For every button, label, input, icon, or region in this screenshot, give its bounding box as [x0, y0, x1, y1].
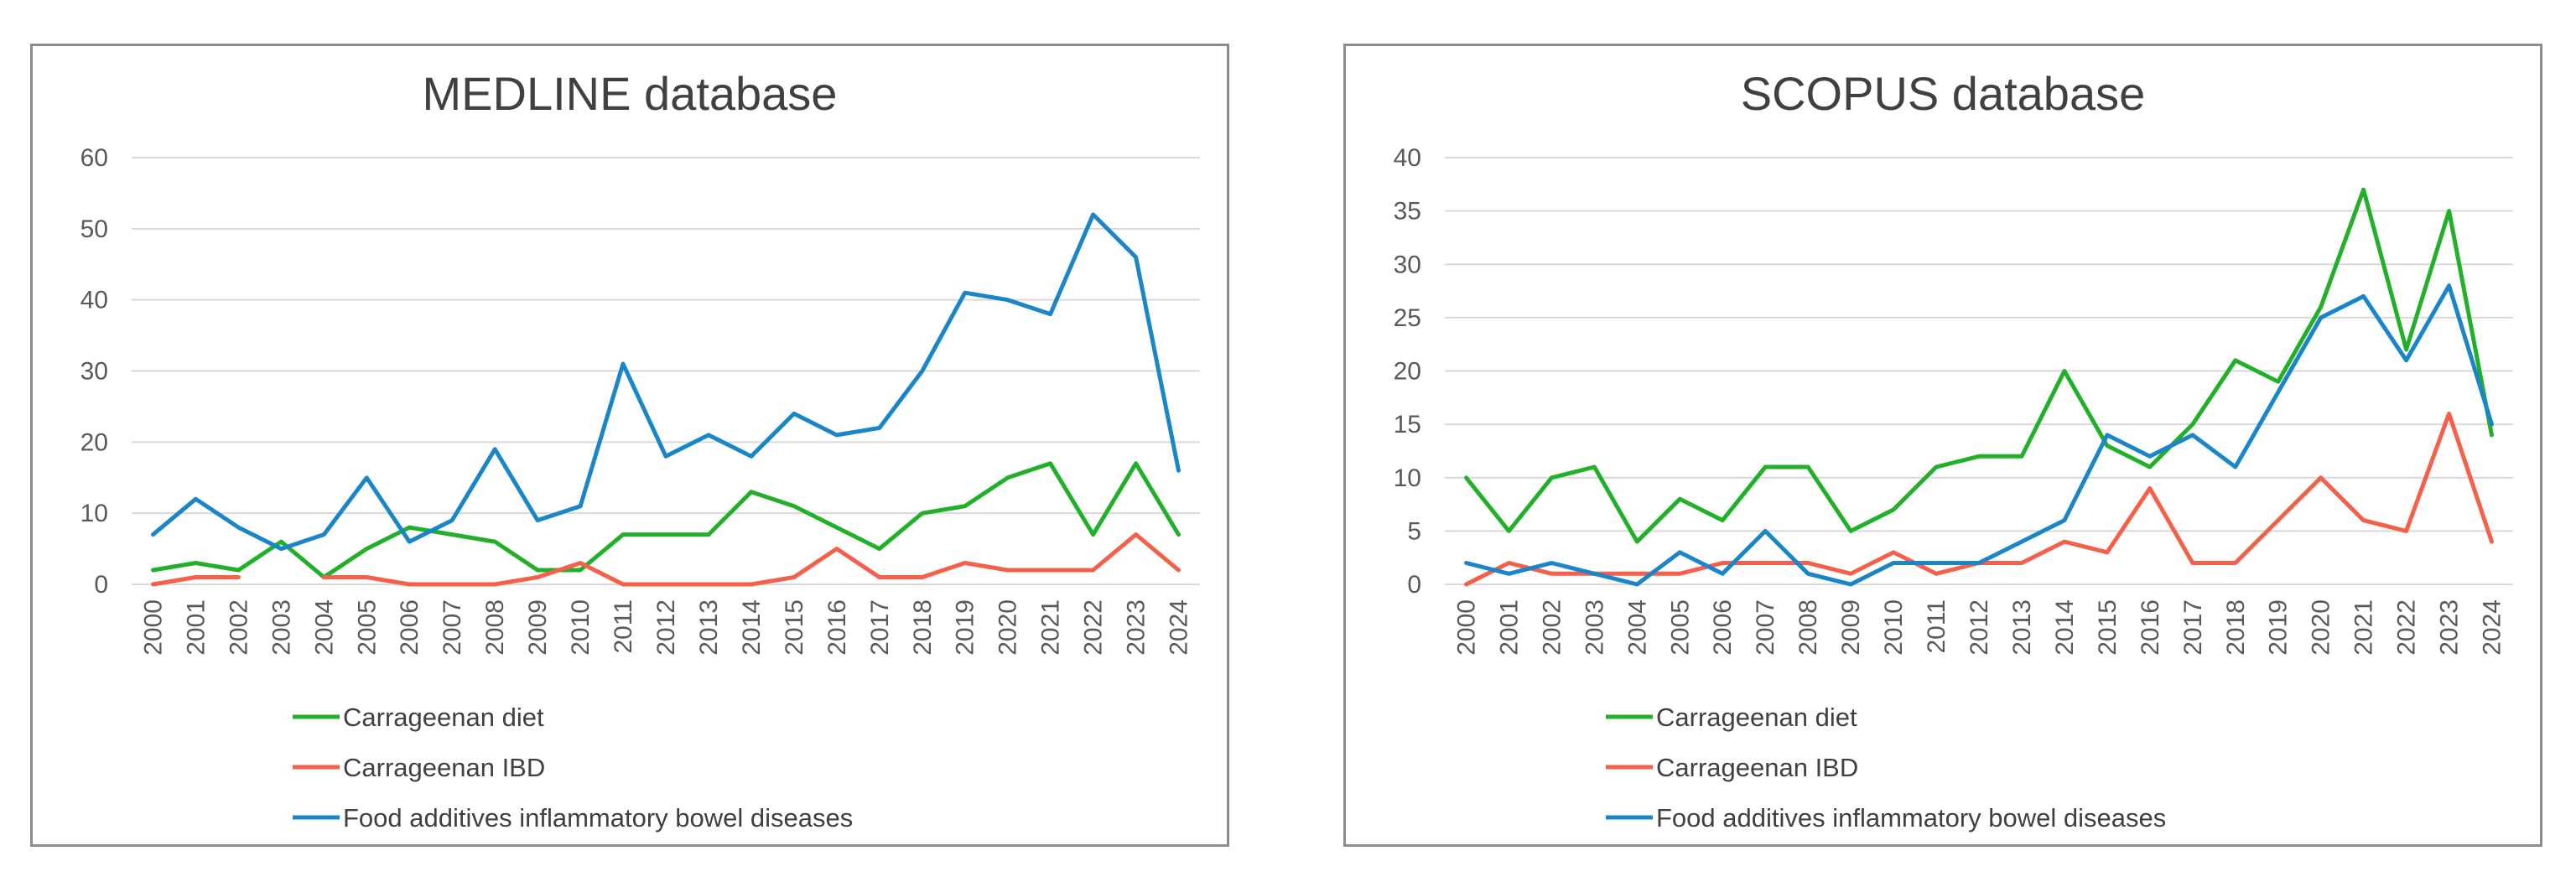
x-tick-label: 2000 [139, 599, 167, 656]
x-tick-label: 2004 [1623, 599, 1651, 656]
x-tick-label: 2019 [2265, 599, 2293, 656]
y-tick-label: 30 [80, 358, 108, 386]
x-tick-label: 2024 [1166, 599, 1193, 656]
y-tick-label: 20 [80, 428, 108, 456]
x-tick-label: 2014 [2051, 599, 2079, 656]
medline-chart-title: MEDLINE database [423, 67, 838, 120]
x-tick-label: 2019 [952, 599, 979, 656]
x-tick-label: 2017 [2179, 599, 2207, 656]
x-tick-label: 2024 [2479, 599, 2506, 656]
y-tick-label: 15 [1394, 411, 1421, 438]
x-tick-label: 2012 [652, 599, 680, 656]
y-tick-label: 25 [1394, 304, 1421, 332]
x-tick-label: 2010 [1880, 599, 1908, 656]
x-tick-label: 2016 [823, 599, 851, 656]
series-line-carrageenan-ibd [1464, 411, 2494, 587]
x-tick-label: 2014 [738, 599, 766, 656]
legend-label-carrageenan-diet: Carrageenan diet [1656, 703, 1857, 732]
y-tick-label: 30 [1394, 251, 1421, 278]
x-tick-label: 2020 [2308, 599, 2335, 656]
x-tick-label: 2022 [2393, 599, 2421, 656]
x-tick-label: 2001 [1495, 599, 1523, 656]
legend-label-carrageenan-ibd: Carrageenan IBD [343, 753, 545, 782]
y-tick-label: 5 [1407, 517, 1421, 545]
legend-label-carrageenan-diet: Carrageenan diet [343, 703, 544, 732]
x-tick-label: 2001 [182, 599, 210, 656]
x-tick-label: 2009 [1837, 599, 1865, 656]
x-tick-label: 2018 [2222, 599, 2250, 656]
x-tick-label: 2016 [2137, 599, 2164, 656]
x-tick-label: 2022 [1080, 599, 1108, 656]
y-tick-label: 0 [94, 571, 108, 599]
x-tick-label: 2003 [1581, 599, 1608, 656]
x-tick-label: 2015 [781, 599, 808, 656]
x-tick-label: 2006 [396, 599, 423, 656]
x-tick-label: 2005 [353, 599, 381, 656]
x-tick-label: 2002 [1538, 599, 1566, 656]
y-tick-label: 40 [80, 287, 108, 314]
x-tick-label: 2021 [1037, 599, 1065, 656]
scopus-chart-panel: SCOPUS database 0 5 10 15 20 25 30 35 40 2000 2001 2… [1343, 44, 2542, 847]
x-tick-label: 2018 [909, 599, 937, 656]
x-tick-label: 2005 [1666, 599, 1694, 656]
medline-chart: MEDLINE database 0 10 20 30 40 50 60 2000 2001 200… [80, 67, 1200, 833]
scopus-chart-title: SCOPUS database [1741, 67, 2145, 120]
x-tick-label: 2009 [524, 599, 552, 656]
y-tick-label: 10 [1394, 464, 1421, 492]
x-tick-label: 2007 [439, 599, 466, 656]
x-tick-label: 2013 [695, 599, 723, 656]
x-tick-label: 2007 [1752, 599, 1779, 656]
y-tick-label: 60 [80, 144, 108, 172]
x-tick-label: 2008 [481, 599, 509, 656]
x-tick-label: 2006 [1709, 599, 1737, 656]
x-tick-label: 2023 [1123, 599, 1150, 656]
x-tick-label: 2023 [2436, 599, 2464, 656]
x-tick-label: 2004 [310, 599, 338, 656]
x-tick-label: 2003 [267, 599, 295, 656]
y-tick-label: 40 [1394, 144, 1421, 172]
x-tick-label: 2020 [995, 599, 1022, 656]
x-tick-label: 2011 [610, 599, 637, 654]
y-tick-label: 10 [80, 500, 108, 527]
series-line-carrageenan-diet [1464, 187, 2494, 544]
legend-label-food-additives-ibd: Food additives inflammatory bowel diseas… [343, 803, 853, 833]
series-line-carrageenan-diet [151, 461, 1181, 579]
x-tick-label: 2017 [866, 599, 894, 656]
x-tick-label: 2021 [2350, 599, 2378, 656]
x-tick-label: 2012 [1966, 599, 1993, 656]
series-line-carrageenan-ibd [321, 532, 1181, 587]
series-line-food-additives-ibd [1464, 283, 2494, 587]
x-tick-label: 2002 [225, 599, 252, 656]
legend-label-carrageenan-ibd: Carrageenan IBD [1656, 753, 1858, 782]
y-tick-label: 20 [1394, 358, 1421, 386]
legend-label-food-additives-ibd: Food additives inflammatory bowel diseas… [1656, 803, 2166, 833]
x-tick-label: 2010 [567, 599, 595, 656]
x-tick-label: 2011 [1923, 599, 1950, 654]
series-line-food-additives-ibd [151, 212, 1181, 552]
x-tick-label: 2013 [2008, 599, 2036, 656]
y-tick-label: 35 [1394, 198, 1421, 226]
y-tick-label: 0 [1407, 571, 1421, 599]
scopus-chart: SCOPUS database 0 5 10 15 20 25 30 35 40 2000 2001 2… [1394, 67, 2513, 833]
medline-chart-panel: MEDLINE database 0 10 20 30 40 50 60 2000 2001 200… [30, 44, 1229, 847]
x-tick-label: 2015 [2094, 599, 2122, 656]
series-line-carrageenan-ibd [151, 575, 241, 587]
y-tick-label: 50 [80, 215, 108, 243]
x-tick-label: 2008 [1794, 599, 1822, 656]
x-tick-label: 2000 [1452, 599, 1480, 656]
